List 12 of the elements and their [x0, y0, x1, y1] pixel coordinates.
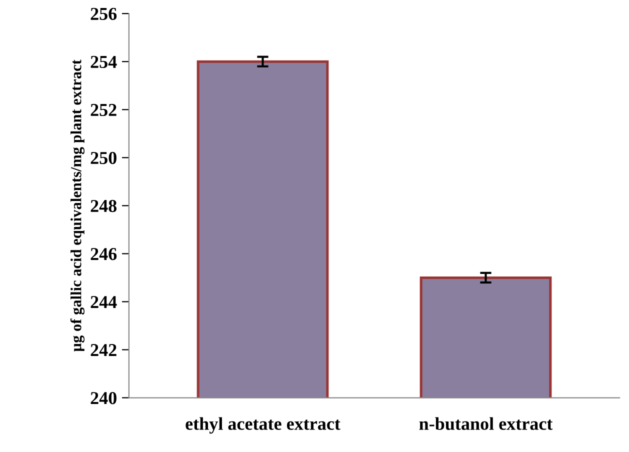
y-tick-label: 254 — [90, 56, 117, 68]
y-axis-title: µg of gallic acid equivalents/mg plant extract — [70, 60, 84, 352]
y-tick-label: 248 — [90, 200, 117, 212]
y-tick-label: 244 — [90, 296, 117, 308]
y-tick-label: 240 — [90, 392, 116, 404]
y-tick-label: 250 — [90, 152, 116, 164]
y-tick-label: 246 — [90, 248, 117, 260]
y-tick-label: 252 — [90, 104, 116, 116]
x-tick-label: ethyl acetate extract — [186, 417, 340, 434]
y-tick-label: 256 — [90, 8, 117, 20]
y-tick-label: 242 — [90, 344, 116, 356]
x-tick-label: n-butanol extract — [419, 417, 553, 430]
